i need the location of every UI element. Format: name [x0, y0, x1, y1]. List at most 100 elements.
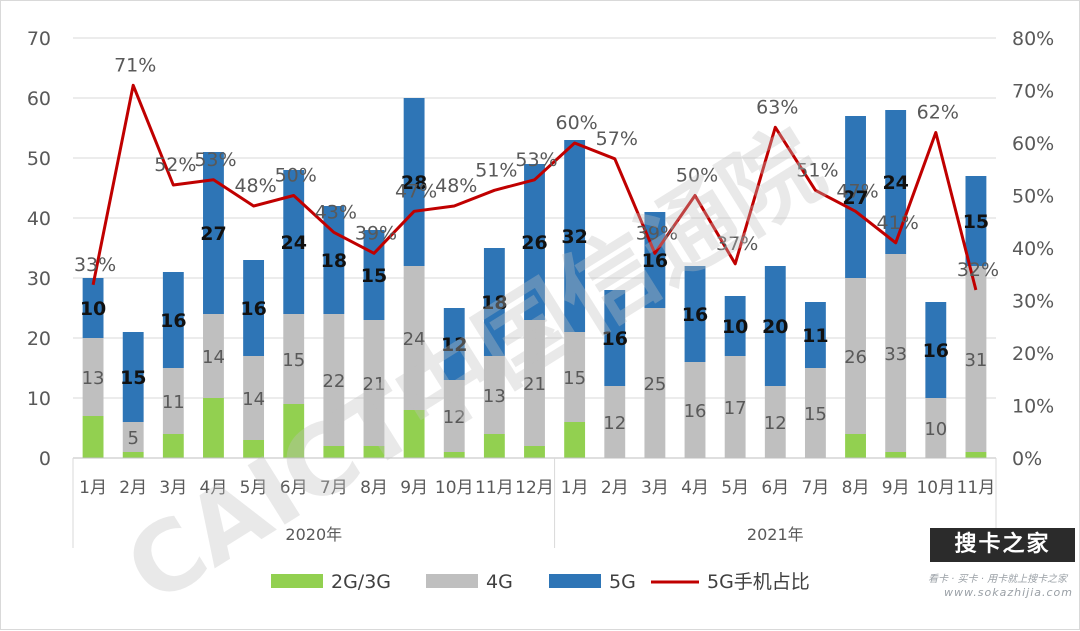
bar-4g	[764, 386, 786, 458]
y-right-tick-label: 80%	[1012, 28, 1054, 50]
bar-5g	[363, 230, 385, 320]
y-right-tick-label: 50%	[1012, 186, 1054, 208]
line-data-label: 32%	[957, 259, 999, 281]
bar-5g	[122, 332, 144, 422]
line-data-label: 47%	[836, 180, 878, 202]
bar-5g	[644, 212, 666, 308]
line-data-label: 48%	[435, 175, 477, 197]
bar-4g	[604, 386, 626, 458]
bar-data-label: 28	[401, 172, 427, 194]
x-tick-label: 3月	[159, 478, 187, 498]
line-data-label: 48%	[234, 175, 276, 197]
brand-watermark: 搜卡之家	[930, 528, 1075, 562]
bar-data-label: 10	[722, 316, 748, 338]
bar-data-label: 33	[884, 344, 907, 365]
bar-5g	[925, 302, 947, 398]
line-data-label: 43%	[315, 201, 357, 223]
bar-2g3g	[524, 446, 545, 458]
y-right-tick-label: 70%	[1012, 81, 1054, 103]
line-data-label: 62%	[917, 102, 959, 124]
bar-data-label: 14	[242, 389, 265, 410]
x-tick-label: 6月	[761, 478, 789, 498]
bar-2g3g	[162, 434, 184, 458]
bar-4g	[82, 338, 104, 416]
bar-2g3g	[965, 452, 987, 458]
bar-4g	[203, 314, 224, 398]
bar-data-label: 21	[363, 374, 386, 395]
x-tick-label: 2月	[601, 478, 629, 498]
line-data-label: 50%	[676, 165, 718, 187]
bar-data-label: 12	[764, 413, 787, 434]
y-right-tick-label: 0%	[1012, 448, 1042, 470]
bar-data-label: 16	[160, 310, 186, 332]
bar-data-label: 24	[280, 232, 306, 254]
bar-5g	[845, 116, 866, 278]
x-tick-label: 1月	[79, 478, 107, 498]
x-tick-label: 5月	[240, 478, 268, 498]
line-data-label: 53%	[515, 149, 557, 171]
bar-2g3g	[122, 452, 144, 458]
y-left-tick-label: 40	[27, 208, 51, 230]
bar-data-label: 15	[361, 265, 387, 287]
bar-data-label: 12	[603, 413, 626, 434]
bar-5g	[724, 296, 746, 356]
bar-5g	[283, 170, 305, 314]
bar-data-label: 13	[82, 368, 105, 389]
bar-5g	[243, 260, 265, 356]
bar-data-label: 16	[684, 401, 707, 422]
bar-2g3g	[323, 446, 345, 458]
y-right-tick-label: 60%	[1012, 133, 1054, 155]
bar-5g	[524, 164, 545, 320]
line-data-label: 39%	[636, 222, 678, 244]
bar-data-label: 15	[120, 367, 146, 389]
bar-4g	[403, 266, 425, 410]
bar-data-label: 32	[561, 226, 587, 248]
x-tick-label: 6月	[280, 478, 308, 498]
line-data-label: 37%	[716, 233, 758, 255]
legend-swatch	[271, 574, 323, 588]
line-data-label: 51%	[475, 159, 517, 181]
x-tick-label: 7月	[801, 478, 829, 498]
bar-data-label: 15	[963, 211, 989, 233]
bar-2g3g	[483, 434, 505, 458]
bar-5g	[764, 266, 786, 386]
x-group-label: 2020年	[285, 525, 342, 544]
bar-data-label: 26	[844, 347, 867, 368]
x-tick-label: 4月	[681, 478, 709, 498]
x-tick-label: 3月	[641, 478, 669, 498]
bar-data-label: 14	[202, 347, 225, 368]
bar-data-label: 26	[521, 232, 547, 254]
x-tick-label: 10月	[916, 478, 955, 498]
bar-5g	[162, 272, 184, 368]
bar-data-label: 18	[481, 292, 507, 314]
bar-4g	[644, 308, 666, 458]
bar-4g	[243, 356, 265, 440]
bar-5g	[403, 98, 425, 266]
x-tick-label: 1月	[561, 478, 589, 498]
bar-data-label: 18	[321, 250, 347, 272]
bar-4g	[965, 266, 987, 452]
bar-data-label: 16	[642, 250, 668, 272]
bar-5g	[483, 248, 505, 356]
bar-data-label: 10	[924, 419, 947, 440]
y-left-tick-label: 0	[39, 448, 51, 470]
y-right-tick-label: 10%	[1012, 396, 1054, 418]
line-data-label: 52%	[154, 154, 196, 176]
bar-data-label: 31	[964, 350, 987, 371]
line-data-label: 63%	[756, 96, 798, 118]
bar-5g	[82, 278, 104, 338]
bar-data-label: 12	[441, 334, 467, 356]
x-tick-label: 8月	[360, 478, 388, 498]
x-tick-label: 9月	[882, 478, 910, 498]
bar-data-label: 12	[443, 407, 466, 428]
bar-data-label: 16	[923, 340, 949, 362]
x-tick-label: 12月	[515, 478, 554, 498]
y-right-tick-label: 20%	[1012, 343, 1054, 365]
bar-5g	[203, 152, 224, 314]
bar-4g	[684, 362, 706, 458]
bar-data-label: 16	[682, 304, 708, 326]
bar-data-label: 11	[162, 392, 185, 413]
line-data-label: 51%	[796, 159, 838, 181]
